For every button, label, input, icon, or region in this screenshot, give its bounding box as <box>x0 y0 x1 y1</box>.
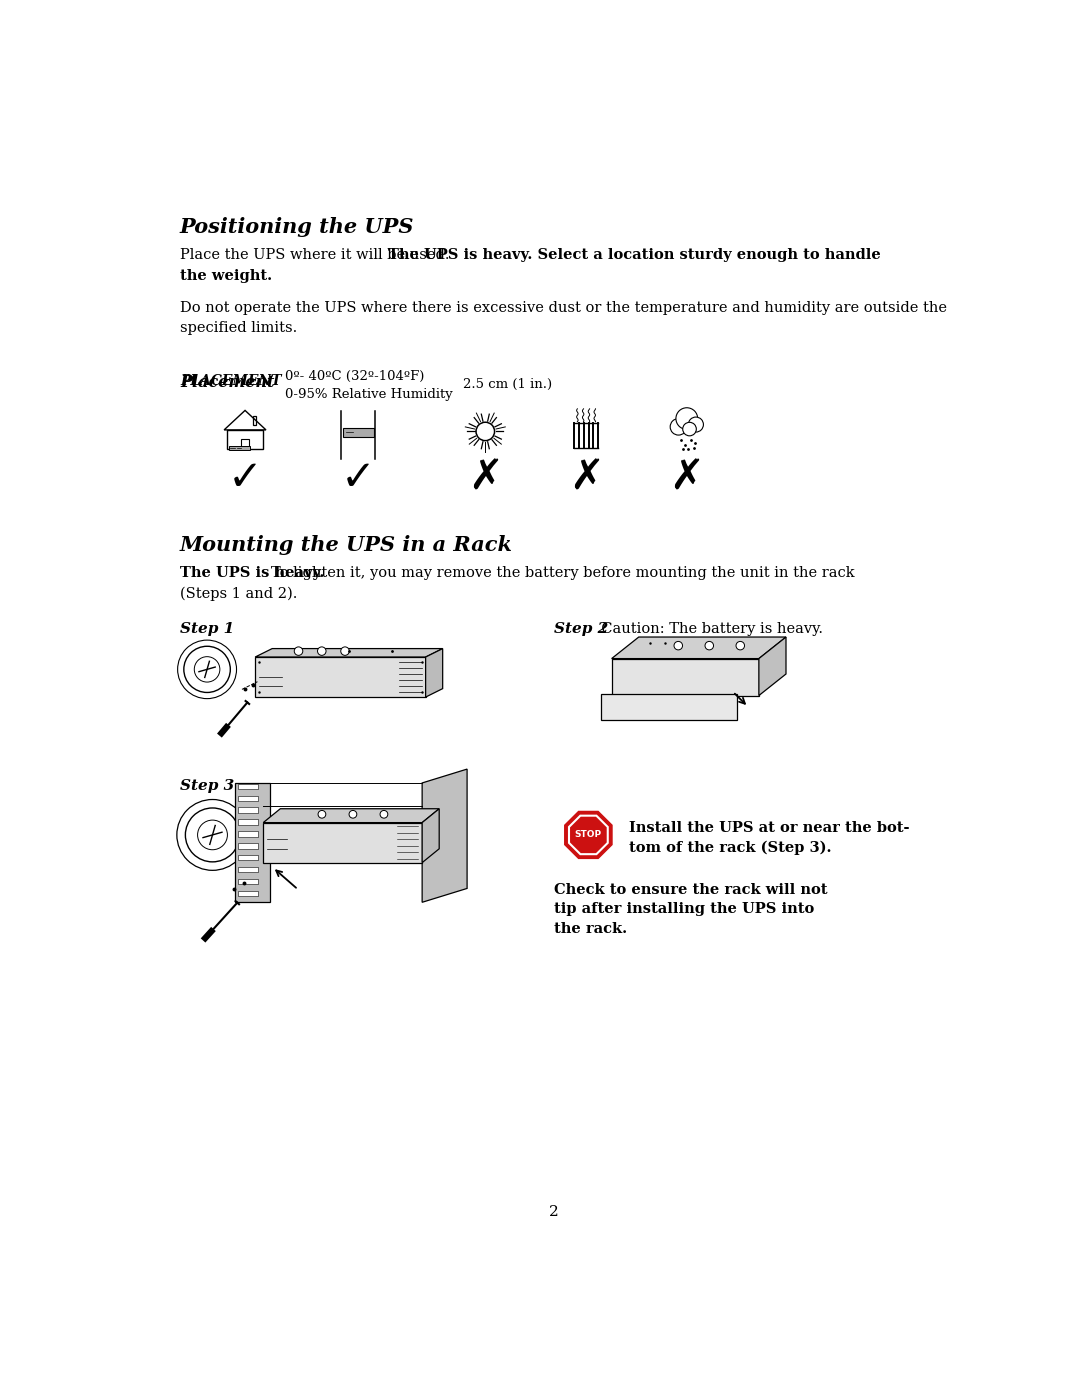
Bar <box>239 819 258 824</box>
Circle shape <box>674 641 683 650</box>
Circle shape <box>198 820 228 849</box>
Text: 0-95% Relative Humidity: 0-95% Relative Humidity <box>284 389 453 401</box>
Circle shape <box>380 811 388 818</box>
Polygon shape <box>422 809 440 862</box>
Text: Step 3: Step 3 <box>180 780 234 794</box>
Text: The UPS is heavy.: The UPS is heavy. <box>180 566 324 580</box>
Bar <box>239 879 258 884</box>
Text: (Steps 1 and 2).: (Steps 1 and 2). <box>180 587 297 601</box>
Text: PLACEMENT: PLACEMENT <box>180 373 282 387</box>
Circle shape <box>688 416 703 432</box>
Circle shape <box>194 657 220 682</box>
Text: Check to ensure the rack will not
tip after installing the UPS into
the rack.: Check to ensure the rack will not tip af… <box>554 883 827 936</box>
Polygon shape <box>565 812 612 858</box>
Text: To lighten it, you may remove the battery before mounting the unit in the rack: To lighten it, you may remove the batter… <box>271 566 855 580</box>
Bar <box>239 855 258 861</box>
Bar <box>239 891 258 897</box>
Polygon shape <box>759 637 786 695</box>
Bar <box>241 440 248 450</box>
Bar <box>239 843 258 848</box>
Circle shape <box>676 408 698 429</box>
Text: 2.5 cm (1 in.): 2.5 cm (1 in.) <box>463 378 552 390</box>
Text: Caution: The battery is heavy.: Caution: The battery is heavy. <box>592 622 823 636</box>
Text: ✗: ✗ <box>468 457 502 498</box>
Bar <box>342 428 374 437</box>
Text: Placement: Placement <box>180 373 274 390</box>
Polygon shape <box>611 637 786 658</box>
Circle shape <box>318 811 326 818</box>
Bar <box>239 784 258 790</box>
Polygon shape <box>602 694 737 720</box>
Circle shape <box>294 647 302 655</box>
Text: The UPS is heavy. Select a location sturdy enough to handle: The UPS is heavy. Select a location stur… <box>388 248 880 262</box>
Bar <box>235 783 270 902</box>
Text: Step 2: Step 2 <box>554 622 608 636</box>
Text: ✗: ✗ <box>670 457 704 498</box>
Circle shape <box>186 808 240 862</box>
Text: ✗: ✗ <box>568 457 604 498</box>
Text: Do not operate the UPS where there is excessive dust or the temperature and humi: Do not operate the UPS where there is ex… <box>180 301 947 335</box>
Circle shape <box>318 647 326 655</box>
Bar <box>239 831 258 837</box>
Bar <box>264 823 422 862</box>
Text: Place the UPS where it will be used.: Place the UPS where it will be used. <box>180 248 454 262</box>
Circle shape <box>705 641 714 650</box>
Text: Step 1: Step 1 <box>180 622 234 636</box>
Bar <box>255 657 426 697</box>
Bar <box>611 658 759 695</box>
Polygon shape <box>422 769 467 902</box>
Text: ✓: ✓ <box>341 457 376 498</box>
Text: Mounting the UPS in a Rack: Mounting the UPS in a Rack <box>180 536 513 555</box>
Bar <box>239 808 258 813</box>
Bar <box>229 446 251 451</box>
Text: Install the UPS at or near the bot-
tom of the rack (Step 3).: Install the UPS at or near the bot- tom … <box>629 822 909 855</box>
Text: ✓: ✓ <box>228 457 262 498</box>
Circle shape <box>341 647 349 655</box>
Polygon shape <box>255 648 443 657</box>
Circle shape <box>735 641 744 650</box>
Circle shape <box>683 422 697 436</box>
Bar <box>239 868 258 872</box>
Circle shape <box>671 419 687 434</box>
Bar <box>239 795 258 801</box>
Text: 2: 2 <box>549 1205 558 1219</box>
Text: STOP: STOP <box>575 830 602 840</box>
Polygon shape <box>264 809 440 823</box>
Text: 0º- 40ºC (32º-104ºF): 0º- 40ºC (32º-104ºF) <box>284 369 424 383</box>
Polygon shape <box>426 648 443 697</box>
Bar <box>228 429 262 450</box>
Circle shape <box>184 647 230 693</box>
Text: the weight.: the weight. <box>180 269 272 283</box>
Circle shape <box>349 811 356 818</box>
Bar <box>253 416 256 425</box>
Text: Positioning the UPS: Positioning the UPS <box>180 218 415 237</box>
